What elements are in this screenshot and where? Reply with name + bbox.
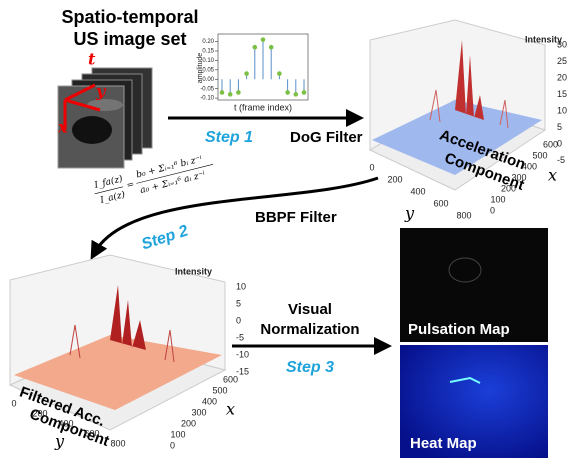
z-tick-label: 15 xyxy=(557,89,567,99)
z-tick-label: -5 xyxy=(557,155,565,165)
step-label: Step 1 xyxy=(205,129,253,146)
y-tick-label: 200 xyxy=(387,174,402,184)
diagram: Spatio-temporal US image set t y x ampli… xyxy=(0,0,577,460)
y-tick-label: 400 xyxy=(58,418,73,428)
y-tick-label: 0.10 xyxy=(202,58,214,64)
axis-label: y xyxy=(95,82,107,101)
y-tick-label: 600 xyxy=(84,428,99,438)
z-tick-label: 5 xyxy=(557,122,562,132)
stem-dot xyxy=(220,90,225,95)
z-tick-label: 5 xyxy=(236,298,241,308)
y-tick-label: 0.00 xyxy=(202,77,214,83)
step-name: Visual xyxy=(288,301,332,318)
axis-label: y xyxy=(404,204,415,223)
x-tick-label: 600 xyxy=(543,139,558,149)
x-tick-label: 0 xyxy=(490,205,495,215)
z-tick-label: 20 xyxy=(557,72,567,82)
stem-dot xyxy=(294,92,299,97)
z-tick-label: 10 xyxy=(236,281,246,291)
z-tick-label: 0 xyxy=(236,315,241,325)
z-tick-label: -5 xyxy=(236,332,244,342)
y-tick-label: 800 xyxy=(456,210,471,220)
x-tick-label: 200 xyxy=(181,418,196,428)
z-tick-label: -10 xyxy=(236,349,249,359)
stem-dot xyxy=(285,90,290,95)
z-tick-label: 10 xyxy=(557,105,567,115)
x-tick-label: 100 xyxy=(490,194,505,204)
y-tick-label: 0 xyxy=(369,162,374,172)
x-tick-label: 100 xyxy=(170,429,185,439)
axis-label: y xyxy=(54,432,65,451)
y-tick-label: 0.05 xyxy=(202,67,214,73)
stem-dot xyxy=(269,45,274,50)
x-tick-label: 0 xyxy=(170,440,175,450)
y-tick-label: 0.15 xyxy=(202,49,214,55)
x-tick-label: 400 xyxy=(522,161,537,171)
y-tick-label: 0.20 xyxy=(202,39,214,45)
x-tick-label: 600 xyxy=(223,374,238,384)
stem-dot xyxy=(277,71,282,76)
y-tick-label: -0.10 xyxy=(200,96,214,102)
x-tick-label: 300 xyxy=(511,172,526,182)
step-name: BBPF Filter xyxy=(255,209,337,226)
axis-label: x xyxy=(57,118,68,137)
axis-label: Intensity xyxy=(175,266,212,276)
stem-dot xyxy=(236,90,241,95)
step-label: Step 2 xyxy=(139,222,190,253)
stem-dot xyxy=(228,92,233,97)
input-title: Spatio-temporal xyxy=(61,7,198,27)
z-tick-label: 30 xyxy=(557,39,567,49)
x-tick-label: 500 xyxy=(212,385,227,395)
y-tick-label: 800 xyxy=(110,438,125,448)
stem-dot xyxy=(261,37,266,42)
map-label: Heat Map xyxy=(410,435,477,452)
axis-label: x xyxy=(226,400,235,419)
stem-dot xyxy=(253,45,258,50)
y-tick-label: 0 xyxy=(11,398,16,408)
axis-label: x xyxy=(548,166,557,185)
y-tick-label: 400 xyxy=(410,186,425,196)
y-tick-label: 200 xyxy=(32,408,47,418)
formula-part: = xyxy=(126,180,136,192)
x-tick-label: 500 xyxy=(532,150,547,160)
step-name: DoG Filter xyxy=(290,129,363,146)
z-tick-label: 25 xyxy=(557,56,567,66)
map-label: Pulsation Map xyxy=(408,321,510,338)
axis-label: t (frame index) xyxy=(234,102,292,112)
x-tick-label: 300 xyxy=(191,407,206,417)
y-tick-label: -0.05 xyxy=(200,86,214,92)
x-tick-label: 400 xyxy=(202,396,217,406)
input-title: US image set xyxy=(73,29,186,49)
step-name: Normalization xyxy=(260,321,359,338)
step-label: Step 3 xyxy=(286,359,334,376)
axis-label: t xyxy=(88,50,96,69)
stem-dot xyxy=(302,90,307,95)
formula-part: I_fa(z) xyxy=(92,173,124,191)
y-tick-label: 600 xyxy=(433,198,448,208)
x-tick-label: 200 xyxy=(501,183,516,193)
stem-dot xyxy=(244,71,249,76)
